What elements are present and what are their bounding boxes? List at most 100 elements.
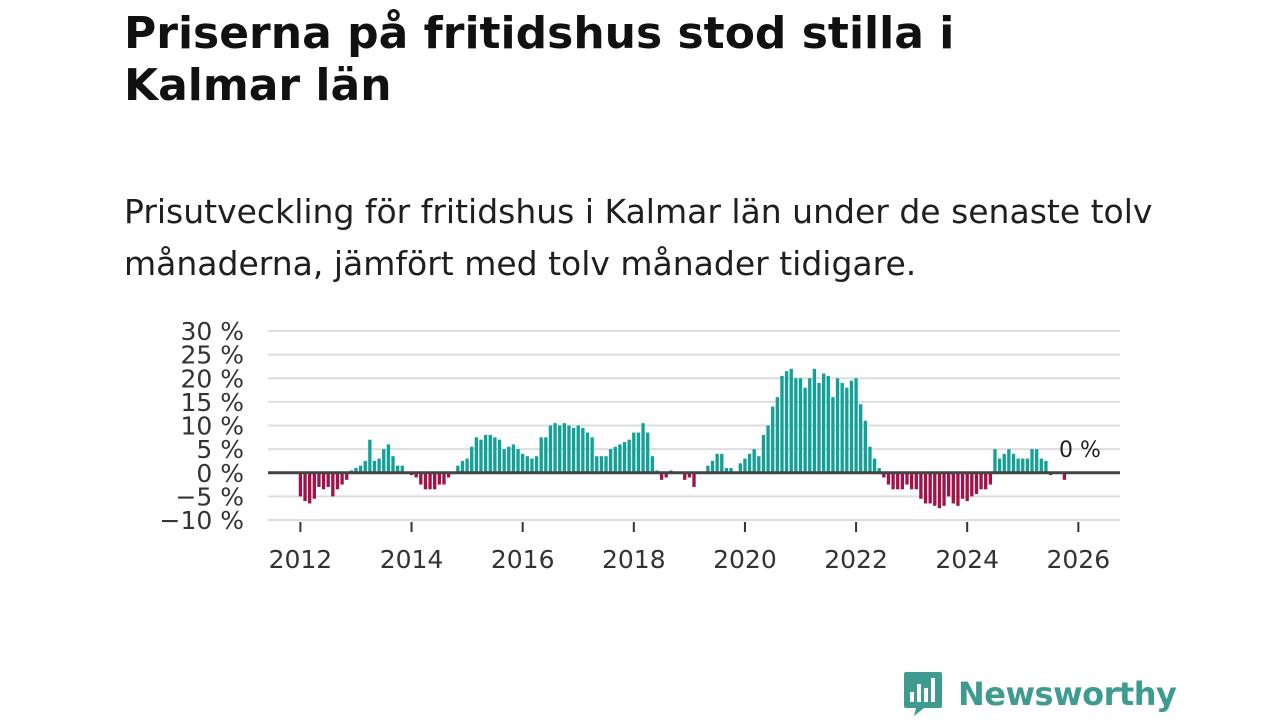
bar <box>340 472 344 485</box>
bar <box>456 465 460 473</box>
y-tick-label: 0 % <box>196 459 244 488</box>
bar <box>576 425 580 473</box>
bar <box>784 371 789 473</box>
bar <box>715 453 719 473</box>
bar <box>646 432 650 473</box>
bar <box>761 434 766 473</box>
x-axis: 2012 2014 2016 2018 2020 2022 2024 2026 <box>269 522 1110 574</box>
bar <box>363 460 367 473</box>
bar <box>465 458 469 473</box>
bar <box>530 458 534 473</box>
bars <box>298 368 1067 509</box>
bar <box>534 456 539 473</box>
bar <box>1039 458 1043 473</box>
bar <box>470 446 474 473</box>
bar <box>414 472 418 478</box>
x-tick-label: 2016 <box>491 545 555 574</box>
bar <box>729 468 733 473</box>
chart-title: Priserna på fritidshus stod stilla i Kal… <box>124 8 955 111</box>
bar <box>428 472 432 490</box>
bar <box>571 427 576 473</box>
bar <box>831 397 835 473</box>
bar <box>613 446 617 473</box>
annotations: 0 % <box>1059 438 1101 463</box>
bar <box>372 460 377 473</box>
bar <box>1007 449 1011 473</box>
bar <box>803 387 807 473</box>
bar <box>544 437 548 473</box>
bar <box>525 456 529 473</box>
bar <box>970 472 974 497</box>
y-tick-label: 10 % <box>180 412 244 441</box>
bar <box>345 472 349 480</box>
bar <box>988 472 993 485</box>
bar <box>502 449 506 473</box>
bar <box>553 423 557 473</box>
x-tick-label: 2020 <box>713 545 777 574</box>
x-tick-label: 2018 <box>602 545 666 574</box>
bar <box>507 446 511 473</box>
bar <box>960 472 965 499</box>
bar <box>1011 453 1016 473</box>
bar <box>868 446 872 473</box>
bar <box>1021 458 1025 473</box>
bar <box>891 472 895 490</box>
bar <box>794 378 798 473</box>
bar <box>951 472 955 504</box>
bar <box>956 472 960 506</box>
bar <box>947 472 951 497</box>
bar <box>608 449 613 473</box>
bar <box>433 472 437 490</box>
bar <box>548 425 553 473</box>
bar <box>1034 449 1039 473</box>
bar-chart: −10 %−5 %0 %5 %10 %15 %20 %25 %30 % 2012… <box>160 317 1120 574</box>
bar <box>914 472 918 490</box>
bar <box>687 472 692 478</box>
bar <box>650 456 654 473</box>
bar <box>812 368 817 473</box>
bar <box>391 456 395 473</box>
bar <box>298 472 303 497</box>
bar <box>659 472 664 480</box>
bar <box>928 472 932 504</box>
bar <box>845 387 849 473</box>
bar <box>641 423 645 473</box>
bar <box>562 423 567 473</box>
bar <box>511 444 516 473</box>
bar <box>627 439 631 473</box>
bar <box>493 437 497 473</box>
last-value-label: 0 % <box>1059 438 1101 463</box>
bar <box>933 472 937 506</box>
bar <box>775 397 780 473</box>
bar <box>636 432 641 473</box>
x-tick-label: 2022 <box>824 545 888 574</box>
bar <box>585 432 590 473</box>
bar <box>1062 472 1067 480</box>
bar <box>789 368 793 473</box>
y-tick-label: 5 % <box>196 435 244 464</box>
y-tick-label: −10 % <box>160 506 244 535</box>
bar <box>706 465 710 473</box>
bar <box>599 456 604 473</box>
y-tick-label: 15 % <box>180 388 244 417</box>
bar <box>590 437 594 473</box>
bar <box>835 378 840 473</box>
bar <box>331 472 335 497</box>
bar <box>993 449 997 473</box>
newsworthy-logo[interactable]: Newsworthy <box>902 670 1177 718</box>
bar <box>423 472 428 490</box>
bar <box>516 449 520 473</box>
brand-name: Newsworthy <box>958 675 1177 713</box>
bar <box>840 382 844 473</box>
bar <box>863 420 867 473</box>
bar <box>1044 460 1048 473</box>
bar <box>521 453 525 473</box>
y-axis: −10 %−5 %0 %5 %10 %15 %20 %25 %30 % <box>160 317 244 535</box>
bar <box>817 382 821 473</box>
bar <box>308 472 312 504</box>
bar <box>683 472 687 480</box>
grid-lines <box>268 330 1120 521</box>
bar <box>326 472 330 487</box>
bar <box>497 439 502 473</box>
bar <box>312 472 316 499</box>
